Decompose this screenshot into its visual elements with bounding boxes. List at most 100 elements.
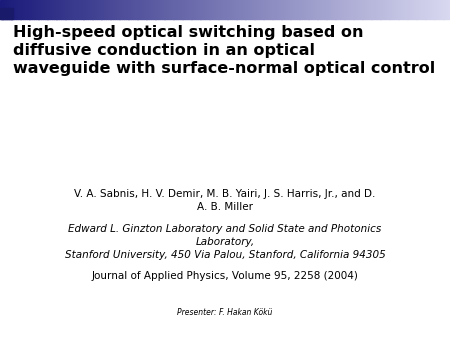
Bar (106, 0, 108, 19)
Bar (425, 0, 428, 19)
Bar (198, 0, 201, 19)
Bar (126, 0, 129, 19)
Bar (220, 0, 223, 19)
Bar (270, 0, 273, 19)
Bar (403, 0, 405, 19)
Bar (394, 0, 396, 19)
Bar (288, 0, 291, 19)
Bar (169, 0, 171, 19)
Bar (74, 0, 77, 19)
Bar (178, 0, 180, 19)
Bar (358, 0, 360, 19)
Bar (295, 0, 297, 19)
Bar (306, 0, 309, 19)
Bar (443, 0, 446, 19)
Bar (338, 0, 340, 19)
Bar (63, 0, 66, 19)
Bar (38, 0, 41, 19)
Bar (56, 0, 59, 19)
Bar (65, 0, 68, 19)
Bar (115, 0, 117, 19)
Bar (245, 0, 248, 19)
Bar (248, 0, 250, 19)
Bar (101, 0, 104, 19)
Bar (194, 0, 196, 19)
Bar (153, 0, 156, 19)
Bar (135, 0, 138, 19)
Bar (362, 0, 365, 19)
Bar (398, 0, 401, 19)
Bar (218, 0, 221, 19)
Bar (274, 0, 277, 19)
Bar (212, 0, 214, 19)
Bar (207, 0, 210, 19)
Bar (144, 0, 147, 19)
Bar (241, 0, 243, 19)
Bar (182, 0, 185, 19)
Bar (256, 0, 259, 19)
Text: High-speed optical switching based on
diffusive conduction in an optical
wavegui: High-speed optical switching based on di… (13, 25, 435, 76)
Bar (83, 0, 86, 19)
Bar (68, 0, 70, 19)
Bar (376, 0, 378, 19)
Bar (412, 0, 414, 19)
Bar (364, 0, 367, 19)
Bar (130, 0, 133, 19)
Bar (81, 0, 84, 19)
Bar (335, 0, 338, 19)
Bar (110, 0, 113, 19)
Bar (22, 0, 25, 19)
Bar (184, 0, 187, 19)
Bar (313, 0, 315, 19)
Bar (331, 0, 333, 19)
Bar (326, 0, 329, 19)
Bar (200, 0, 203, 19)
Bar (189, 0, 192, 19)
Bar (128, 0, 131, 19)
Bar (286, 0, 288, 19)
Bar (320, 0, 322, 19)
Text: Edward L. Ginzton Laboratory and Solid State and Photonics
Laboratory,
Stanford : Edward L. Ginzton Laboratory and Solid S… (65, 224, 385, 260)
Bar (151, 0, 153, 19)
Bar (315, 0, 318, 19)
Bar (234, 0, 237, 19)
Bar (344, 0, 347, 19)
Bar (225, 0, 228, 19)
Bar (214, 0, 216, 19)
Bar (254, 0, 257, 19)
Bar (104, 0, 106, 19)
Bar (308, 0, 311, 19)
Bar (70, 0, 72, 19)
Bar (187, 0, 189, 19)
Bar (441, 0, 444, 19)
Bar (416, 0, 419, 19)
Bar (340, 0, 342, 19)
Bar (407, 0, 410, 19)
Bar (27, 0, 30, 19)
Bar (324, 0, 327, 19)
Bar (18, 0, 21, 19)
Bar (302, 0, 304, 19)
Bar (45, 0, 48, 19)
Bar (142, 0, 144, 19)
Bar (374, 0, 376, 19)
Bar (333, 0, 336, 19)
Bar (284, 0, 286, 19)
Bar (263, 0, 266, 19)
Bar (360, 0, 363, 19)
Bar (418, 0, 421, 19)
Bar (232, 0, 234, 19)
Bar (252, 0, 255, 19)
Bar (32, 0, 34, 19)
Bar (423, 0, 426, 19)
Bar (146, 0, 149, 19)
Bar (119, 0, 122, 19)
Bar (171, 0, 174, 19)
Bar (421, 0, 423, 19)
Bar (133, 0, 135, 19)
Bar (405, 0, 408, 19)
Bar (346, 0, 349, 19)
Bar (191, 0, 194, 19)
Bar (166, 0, 169, 19)
Bar (117, 0, 120, 19)
